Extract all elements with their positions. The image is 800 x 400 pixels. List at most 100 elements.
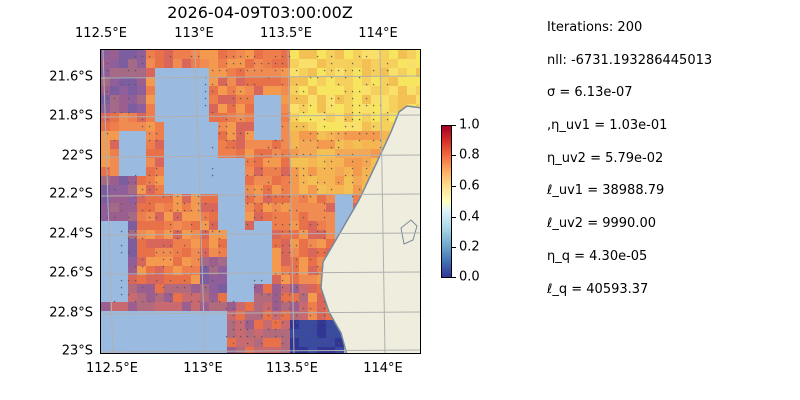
field-cell: [353, 131, 362, 140]
vector-arrow: [127, 111, 130, 114]
colorbar-tick-label: 0.8: [459, 147, 480, 163]
vector-arrow: [281, 321, 284, 324]
vector-arrow: [295, 90, 298, 93]
field-cell: [272, 176, 281, 185]
field-cell: [272, 338, 281, 347]
field-cell: [290, 221, 299, 230]
vector-arrow: [148, 216, 151, 219]
field-cell: [281, 194, 290, 203]
field-cell: [155, 149, 164, 158]
vector-arrow: [323, 237, 326, 240]
field-cell: [380, 68, 389, 77]
map-panel[interactable]: [100, 49, 421, 354]
field-cell: [191, 257, 200, 266]
vector-arrow: [134, 69, 137, 72]
vector-arrow: [253, 62, 256, 65]
field-cell: [155, 50, 164, 59]
vector-arrow: [372, 104, 375, 107]
vector-arrow: [330, 335, 333, 338]
field-cell: [317, 122, 326, 131]
field-cell: [308, 212, 317, 221]
field-cell: [128, 266, 137, 275]
vector-arrow: [274, 244, 277, 247]
field-cell: [263, 158, 272, 167]
vector-arrow: [302, 307, 305, 310]
vector-arrow: [204, 230, 207, 233]
field-cell: [326, 158, 335, 167]
vector-arrow: [148, 300, 151, 303]
vector-arrow: [316, 342, 319, 345]
field-cell: [380, 104, 389, 113]
vector-arrow: [281, 55, 284, 58]
field-cell: [272, 293, 281, 302]
field-cell: [254, 203, 263, 212]
field-cell: [380, 122, 389, 131]
field-cell: [335, 131, 344, 140]
vector-arrow: [260, 216, 263, 219]
field-cell: [308, 131, 317, 140]
field-cell: [200, 293, 209, 302]
vector-arrow: [225, 83, 228, 86]
eta-uv1-text: ,η_uv1 = 1.03e-01: [547, 118, 668, 134]
field-cell: [263, 347, 272, 353]
vector-arrow: [295, 321, 298, 324]
field-cell: [200, 257, 209, 266]
field-cell: [335, 50, 344, 59]
vector-arrow: [274, 314, 277, 317]
field-cell: [326, 239, 335, 248]
vector-arrow: [281, 293, 284, 296]
map-canvas[interactable]: [101, 50, 421, 354]
field-cell: [344, 59, 353, 68]
vector-arrow: [274, 146, 277, 149]
field-cell: [137, 293, 146, 302]
field-cell: [317, 221, 326, 230]
vector-arrow: [288, 55, 291, 58]
field-cell: [254, 149, 263, 158]
vector-arrow: [267, 307, 270, 310]
vector-arrow: [316, 132, 319, 135]
vector-arrow: [113, 300, 116, 303]
field-cell: [236, 77, 245, 86]
field-cell: [155, 302, 164, 311]
field-cell: [317, 167, 326, 176]
field-cell: [371, 104, 380, 113]
field-cell: [137, 95, 146, 104]
field-cell: [299, 77, 308, 86]
vector-arrow: [141, 258, 144, 261]
vector-arrow: [204, 286, 207, 289]
vector-arrow: [197, 251, 200, 254]
field-cell: [236, 320, 245, 329]
field-cell: [173, 284, 182, 293]
field-cell: [281, 311, 290, 320]
vector-arrow: [309, 76, 312, 79]
field-cell: [281, 113, 290, 122]
field-cell: [236, 50, 245, 59]
vector-arrow: [246, 328, 249, 331]
field-cell: [155, 248, 164, 257]
vector-arrow: [246, 223, 249, 226]
field-cell: [236, 140, 245, 149]
field-cell: [101, 149, 110, 158]
lat-tick: 22.8°S: [49, 305, 93, 321]
vector-arrow: [372, 125, 375, 128]
vector-arrow: [239, 321, 242, 324]
vector-arrow: [232, 139, 235, 142]
field-cell: [110, 86, 119, 95]
vector-arrow: [134, 83, 137, 86]
field-cell: [308, 329, 317, 338]
field-cell: [263, 203, 272, 212]
field-cell: [263, 86, 272, 95]
vector-arrow: [141, 188, 144, 191]
vector-arrow: [372, 132, 375, 135]
field-cell: [200, 194, 209, 203]
field-cell: [209, 275, 218, 284]
vector-arrow: [372, 139, 375, 142]
field-cell: [281, 266, 290, 275]
field-cell: [290, 86, 299, 95]
vector-arrow: [365, 83, 368, 86]
field-cell: [281, 158, 290, 167]
field-cell: [227, 77, 236, 86]
field-cell: [317, 257, 326, 266]
field-cell: [191, 284, 200, 293]
field-cell: [353, 167, 362, 176]
